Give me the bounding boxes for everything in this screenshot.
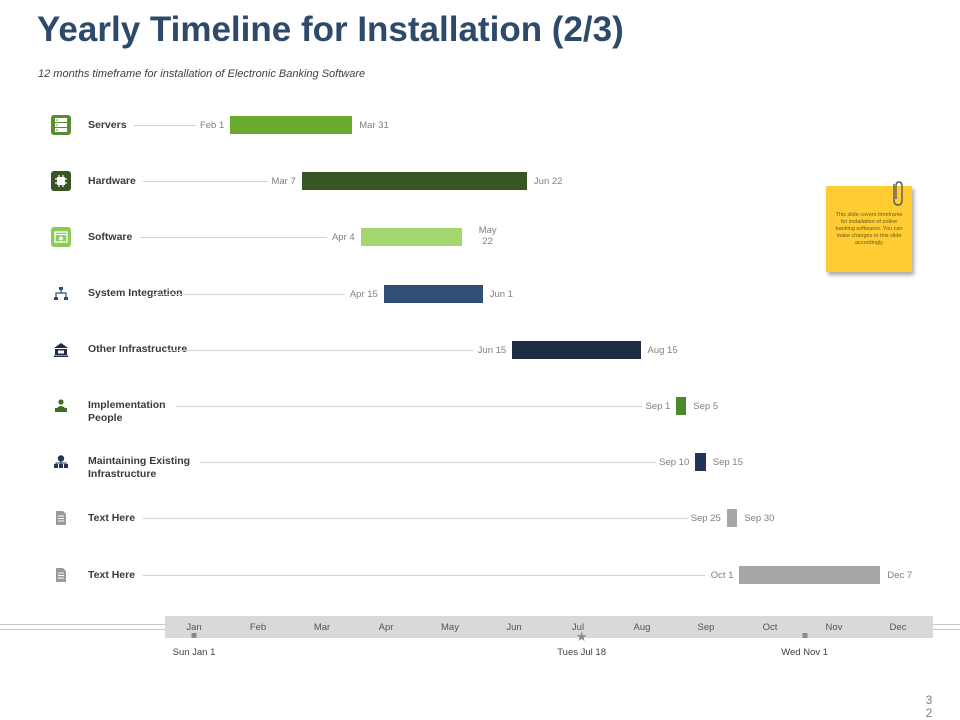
milestone-marker (191, 633, 197, 638)
task-bar (230, 116, 353, 134)
axis-month-label: Dec (889, 622, 907, 633)
task-end-date: Aug 15 (647, 344, 678, 356)
paperclip-icon (893, 181, 903, 206)
month-axis (165, 616, 933, 638)
milestone-marker (802, 633, 808, 638)
task-end-date: Sep 5 (693, 401, 719, 412)
person-laptop-icon (51, 396, 71, 416)
milestone-label: Wed Nov 1 (781, 647, 829, 658)
bank-icon (51, 340, 71, 360)
milestone-label: Sun Jan 1 (172, 647, 216, 658)
document-icon (51, 508, 71, 528)
task-start-date: Sep 1 (645, 401, 671, 412)
task-label: Text Here (88, 512, 136, 525)
task-row: Text Here Sep 25 Sep 30 (0, 498, 960, 538)
task-end-date: May 22 (478, 225, 497, 248)
task-bar (739, 565, 881, 584)
task-label: Implementation People (88, 399, 166, 424)
task-start-date: Jun 15 (477, 344, 507, 356)
task-end-date: Mar 31 (359, 120, 389, 131)
task-bar (301, 172, 527, 191)
axis-month-label: Sep (697, 622, 715, 633)
task-bar (512, 340, 641, 359)
task-label: Hardware (88, 175, 136, 188)
axis-month-label: Jul (571, 622, 585, 633)
software-icon (51, 227, 71, 248)
axis-month-label: Aug (633, 622, 651, 633)
task-row: Hardware Mar 7 Jun 22 (0, 161, 960, 201)
task-row: Text Here Oct 1 Dec 7 (0, 555, 960, 595)
axis-month-label: Apr (378, 622, 394, 633)
task-bar (695, 453, 706, 472)
page-subtitle: 12 months timeframe for installation of … (38, 68, 366, 80)
task-start-date: Apr 15 (349, 288, 378, 300)
leader-line (143, 518, 688, 520)
axis-month-label: May (441, 622, 459, 633)
page-number: 32 (925, 693, 933, 720)
sticky-note-text: This slide covers timeframe for installa… (835, 212, 903, 246)
task-label: Text Here (88, 568, 136, 581)
task-label: Maintaining Existing Infrastructure (88, 455, 191, 481)
leader-line (176, 406, 643, 407)
task-row: Implementation People Sep 1 Sep 5 (0, 386, 960, 426)
document-icon (51, 565, 71, 585)
axis-month-label: Oct (762, 622, 778, 633)
leader-line (143, 181, 268, 183)
task-start-date: Mar 7 (271, 176, 296, 188)
chip-icon (51, 171, 71, 192)
leader-line (152, 293, 345, 295)
task-end-date: Sep 15 (712, 457, 743, 469)
task-row: Software Apr 4 May 22 (0, 217, 960, 257)
task-end-date: Dec 7 (887, 569, 913, 581)
task-start-date: Apr 4 (331, 232, 355, 244)
task-label: System Integration (88, 286, 183, 299)
sticky-note: This slide covers timeframe for installa… (826, 181, 912, 272)
task-end-date: Sep 30 (744, 513, 775, 525)
server-icon (51, 115, 71, 135)
axis-month-label: Nov (825, 622, 843, 633)
task-end-date: Jun 1 (489, 288, 513, 300)
task-bar (726, 509, 738, 528)
task-start-date: Oct 1 (710, 569, 734, 581)
task-row: Servers Feb 1 Mar 31 (0, 105, 960, 145)
task-row: Maintaining Existing Infrastructure Sep 1… (0, 442, 960, 482)
leader-line (166, 349, 473, 351)
page-title: Yearly Timeline for Installation (2/3) (37, 10, 624, 49)
leader-line (140, 237, 327, 239)
task-end-date: Jun 22 (533, 176, 563, 188)
task-label: Software (88, 231, 133, 244)
task-row: System Integration Apr 15 Jun 1 (0, 274, 960, 314)
milestone-star-icon: ★ (575, 629, 588, 644)
task-start-date: Sep 10 (659, 457, 690, 469)
infrastructure-icon (51, 452, 71, 472)
leader-line (200, 462, 657, 464)
task-bar (360, 228, 462, 247)
task-label: Other Infrastructure (88, 342, 188, 355)
leader-line (143, 574, 706, 576)
axis-month-label: Mar (313, 622, 331, 633)
task-bar (383, 284, 483, 303)
axis-month-label: Jun (506, 622, 522, 633)
axis-month-label: Feb (249, 622, 267, 633)
task-label: Servers (88, 119, 127, 131)
leader-line (134, 125, 197, 126)
task-start-date: Feb 1 (199, 120, 225, 131)
milestone-label: Tues Jul 18 (557, 647, 606, 658)
network-icon (51, 284, 71, 304)
axis-month-label: Jan (186, 622, 202, 633)
task-bar (676, 397, 687, 415)
task-start-date: Sep 25 (690, 513, 721, 525)
task-row: Other Infrastructure Jun 15 Aug 15 (0, 330, 960, 370)
